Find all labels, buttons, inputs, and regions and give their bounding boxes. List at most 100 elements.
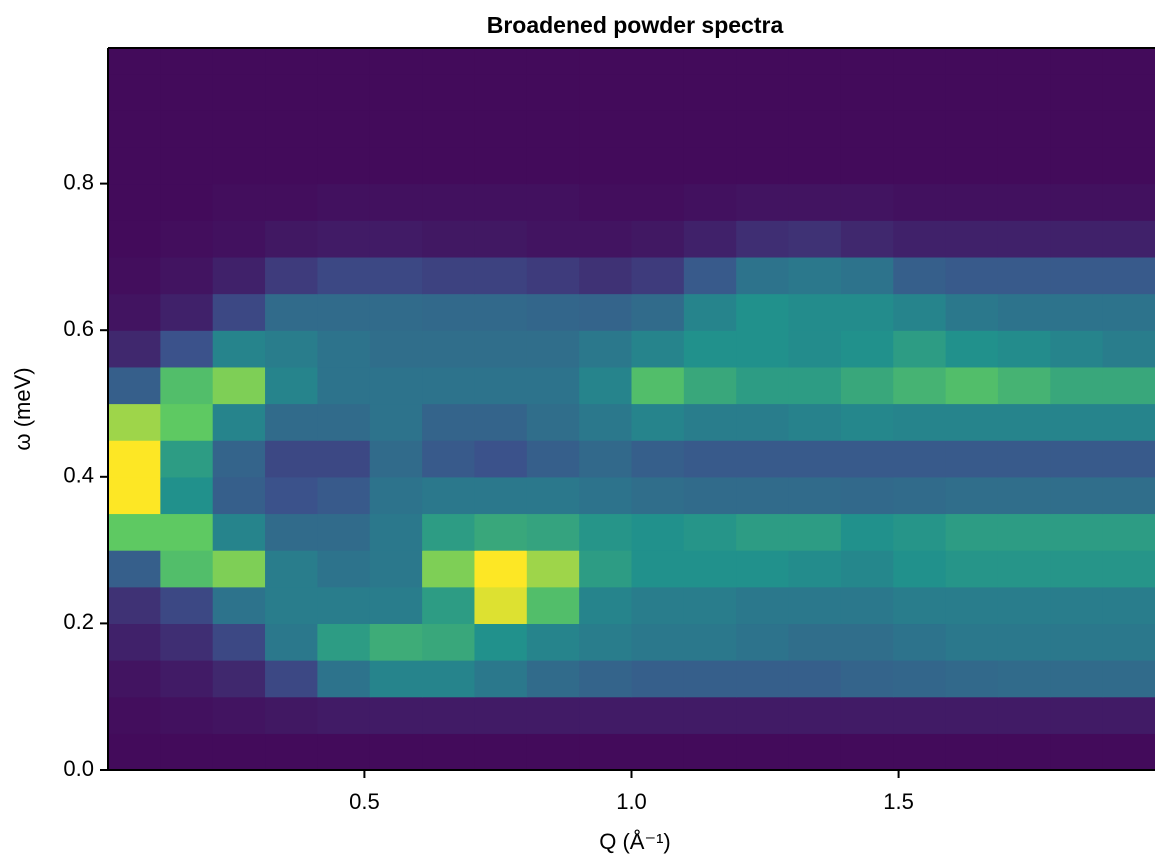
heatmap-cell <box>945 183 999 221</box>
heatmap-cell <box>526 440 580 478</box>
heatmap-cell <box>317 220 371 258</box>
heatmap-cell <box>1050 146 1104 185</box>
heatmap-cell <box>1050 183 1104 221</box>
heatmap-cell <box>631 440 685 478</box>
heatmap-cell <box>474 733 528 770</box>
heatmap-cell <box>160 330 214 368</box>
heatmap-cell <box>212 440 266 478</box>
heatmap-cell <box>526 623 580 661</box>
heatmap-cell <box>997 256 1051 295</box>
heatmap-cell <box>422 586 476 625</box>
heatmap-cell <box>631 513 685 551</box>
heatmap-cell <box>736 366 790 405</box>
heatmap-cell <box>212 586 266 625</box>
heatmap-cell <box>317 476 371 515</box>
heatmap-cell <box>1050 623 1104 661</box>
heatmap-cell <box>526 696 580 734</box>
heatmap-cell <box>1102 110 1155 148</box>
heatmap-cell <box>474 183 528 221</box>
heatmap-cell <box>160 73 214 111</box>
heatmap-cell <box>160 476 214 515</box>
heatmap-cell <box>108 110 161 148</box>
heatmap-cell <box>736 183 790 221</box>
heatmap-cell <box>422 110 476 148</box>
heatmap-cell <box>945 73 999 111</box>
heatmap-cell <box>579 48 633 75</box>
heatmap-cell <box>265 623 318 661</box>
heatmap-cell <box>683 660 737 698</box>
heatmap-cell <box>317 183 371 221</box>
heatmap-cell <box>369 220 423 258</box>
heatmap-cell <box>317 623 371 661</box>
heatmap-cell <box>840 660 894 698</box>
heatmap-cell <box>212 256 266 295</box>
heatmap-cell <box>579 660 633 698</box>
heatmap-cell <box>736 660 790 698</box>
heatmap-cell <box>840 146 894 185</box>
heatmap <box>108 48 1155 770</box>
heatmap-cell <box>526 513 580 551</box>
heatmap-cell <box>893 586 947 625</box>
heatmap-cell <box>840 440 894 478</box>
heatmap-cell <box>422 733 476 770</box>
heatmap-cell <box>893 513 947 551</box>
heatmap-cell <box>108 403 161 441</box>
heatmap-cell <box>788 623 842 661</box>
heatmap-cell <box>369 586 423 625</box>
heatmap-cell <box>317 293 371 331</box>
heatmap-cell <box>683 733 737 770</box>
heatmap-cell <box>1050 110 1104 148</box>
heatmap-cell <box>579 550 633 588</box>
heatmap-cell <box>579 256 633 295</box>
heatmap-cell <box>945 440 999 478</box>
heatmap-cell <box>108 550 161 588</box>
heatmap-cell <box>212 146 266 185</box>
heatmap-cell <box>893 293 947 331</box>
heatmap-cell <box>945 513 999 551</box>
heatmap-cell <box>422 366 476 405</box>
heatmap-cell <box>212 330 266 368</box>
heatmap-cell <box>474 256 528 295</box>
heatmap-cell <box>1050 696 1104 734</box>
heatmap-cell <box>1050 733 1104 770</box>
heatmap-cell <box>945 146 999 185</box>
heatmap-cell <box>788 110 842 148</box>
heatmap-cell <box>788 183 842 221</box>
heatmap-cell <box>265 48 318 75</box>
heatmap-cell <box>997 733 1051 770</box>
heatmap-cell <box>579 183 633 221</box>
heatmap-cell <box>160 48 214 75</box>
heatmap-cell <box>840 366 894 405</box>
heatmap-cell <box>212 623 266 661</box>
heatmap-cell <box>631 476 685 515</box>
heatmap-cell <box>422 623 476 661</box>
heatmap-cell <box>945 660 999 698</box>
heatmap-cell <box>945 48 999 75</box>
heatmap-cell <box>422 183 476 221</box>
heatmap-cell <box>893 183 947 221</box>
heatmap-cell <box>997 293 1051 331</box>
heatmap-cell <box>369 403 423 441</box>
heatmap-cell <box>631 623 685 661</box>
heatmap-cell <box>212 733 266 770</box>
heatmap-cell <box>631 733 685 770</box>
heatmap-cell <box>422 403 476 441</box>
heatmap-cell <box>422 440 476 478</box>
heatmap-cell <box>997 110 1051 148</box>
heatmap-cell <box>265 220 318 258</box>
heatmap-cell <box>422 696 476 734</box>
heatmap-cell <box>422 73 476 111</box>
heatmap-cell <box>1102 513 1155 551</box>
heatmap-cell <box>160 696 214 734</box>
heatmap-cell <box>474 220 528 258</box>
heatmap-cell <box>945 330 999 368</box>
heatmap-cell <box>212 73 266 111</box>
heatmap-cell <box>369 146 423 185</box>
heatmap-cell <box>788 256 842 295</box>
heatmap-cell <box>1102 476 1155 515</box>
heatmap-cell <box>1050 403 1104 441</box>
heatmap-cell <box>108 220 161 258</box>
heatmap-cell <box>579 366 633 405</box>
heatmap-cell <box>997 146 1051 185</box>
heatmap-cell <box>631 403 685 441</box>
